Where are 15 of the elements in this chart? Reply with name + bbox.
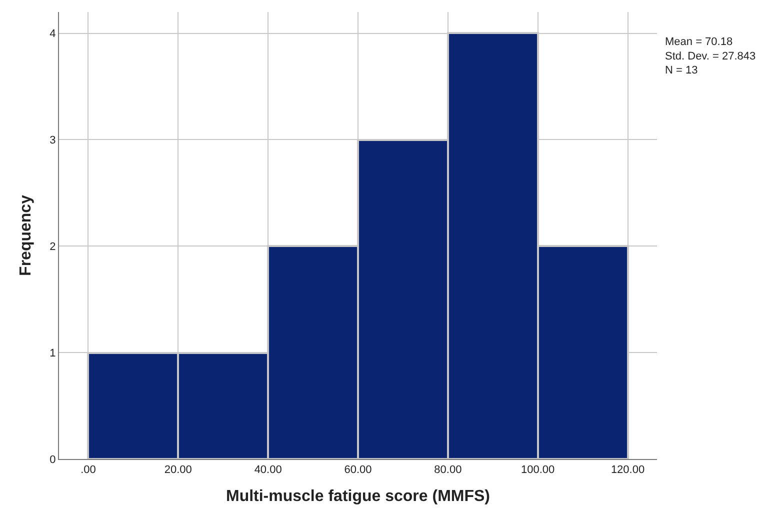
y-tick-label: 4 [50, 28, 56, 40]
x-tick-label: 100.00 [521, 464, 555, 476]
x-axis-title: Multi-muscle fatigue score (MMFS) [226, 488, 490, 505]
text: Mean = 70.18 Std. Dev. = 27.843 N = 13 [665, 36, 756, 77]
x-tick-label: 60.00 [344, 464, 372, 476]
y-tick-label: 3 [50, 134, 56, 147]
x-tick-label: 120.00 [610, 464, 645, 476]
x-tick-label: 80.00 [434, 464, 462, 476]
y-axis-title: Frequency [18, 194, 35, 276]
x-tick-label: 40.00 [254, 464, 282, 476]
y-tick-label: 1 [50, 347, 56, 360]
x-tick-label: .00 [80, 464, 96, 476]
y-tick-label: 2 [50, 240, 56, 253]
y-tick-label: 0 [50, 454, 56, 466]
x-tick-label: 20.00 [164, 464, 192, 476]
